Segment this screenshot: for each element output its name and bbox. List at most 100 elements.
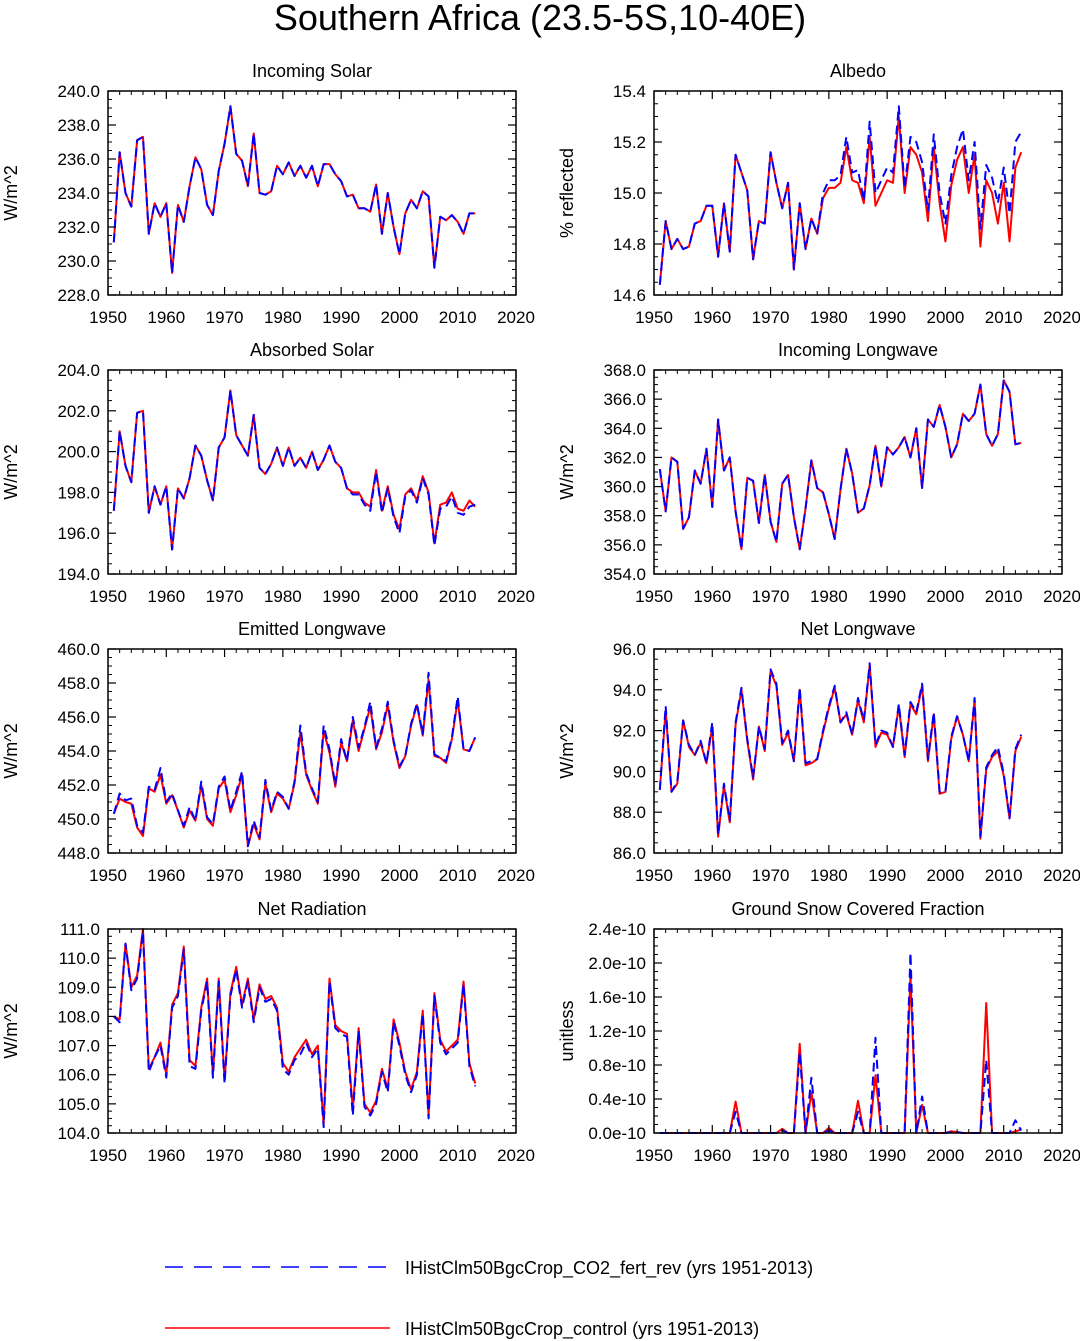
y-tick-label: 90.0 [613, 762, 646, 781]
y-tick-label: 15.2 [613, 133, 646, 152]
y-tick-label: 106.0 [57, 1066, 100, 1085]
x-tick-label: 2010 [439, 308, 477, 327]
x-tick-label: 2000 [381, 308, 419, 327]
x-tick-label: 1980 [810, 1146, 848, 1165]
y-tick-label: 109.0 [57, 978, 100, 997]
x-tick-label: 1980 [810, 866, 848, 885]
x-tick-label: 2020 [1043, 1146, 1080, 1165]
y-axis-label: W/m^2 [557, 723, 577, 778]
x-tick-label: 1960 [693, 1146, 731, 1165]
x-tick-label: 1970 [206, 308, 244, 327]
x-tick-label: 2010 [439, 866, 477, 885]
x-tick-label: 1970 [206, 866, 244, 885]
x-tick-label: 2000 [381, 587, 419, 606]
x-tick-label: 2000 [927, 866, 965, 885]
y-tick-label: 1.2e-10 [588, 1022, 646, 1041]
x-tick-label: 2010 [985, 587, 1023, 606]
x-tick-label: 1990 [322, 1146, 360, 1165]
y-axis-label: W/m^2 [1, 444, 21, 499]
legend-label-control: IHistClm50BgcCrop_control (yrs 1951-2013… [405, 1319, 759, 1340]
y-tick-label: 364.0 [603, 419, 646, 438]
x-tick-label: 1980 [810, 308, 848, 327]
x-tick-label: 1970 [752, 1146, 790, 1165]
y-tick-label: 450.0 [57, 810, 100, 829]
y-tick-label: 240.0 [57, 82, 100, 101]
y-tick-label: 228.0 [57, 286, 100, 305]
x-tick-label: 1990 [868, 587, 906, 606]
panel-title: Net Longwave [800, 619, 915, 639]
x-tick-label: 1960 [147, 1146, 185, 1165]
y-tick-label: 236.0 [57, 150, 100, 169]
y-tick-label: 356.0 [603, 536, 646, 555]
y-tick-label: 107.0 [57, 1037, 100, 1056]
y-tick-label: 202.0 [57, 402, 100, 421]
x-tick-label: 1950 [635, 308, 673, 327]
figure-title: Southern Africa (23.5-5S,10-40E) [274, 0, 806, 38]
series-line-co2-fert-rev [113, 930, 477, 1129]
x-tick-label: 1970 [752, 308, 790, 327]
x-tick-label: 1950 [635, 866, 673, 885]
y-tick-label: 198.0 [57, 483, 100, 502]
x-tick-label: 2010 [985, 1146, 1023, 1165]
x-tick-label: 2000 [381, 1146, 419, 1165]
series-line-co2-fert-rev [658, 662, 1023, 838]
panel-2: 1950 1960 1970 1980 1990 2000 2010 2020 14.6 14.8… [557, 61, 1080, 327]
x-tick-label: 1990 [868, 1146, 906, 1165]
x-tick-label: 1970 [206, 1146, 244, 1165]
x-tick-label: 1950 [89, 587, 127, 606]
x-tick-label: 1980 [264, 587, 302, 606]
panel-title: Absorbed Solar [250, 340, 374, 360]
panel-8: 1950 1960 1970 1980 1990 2000 2010 2020 0.0e-10 0… [557, 899, 1080, 1165]
y-tick-label: 232.0 [57, 218, 100, 237]
y-tick-label: 234.0 [57, 184, 100, 203]
x-tick-label: 1950 [635, 1146, 673, 1165]
x-tick-label: 2000 [927, 308, 965, 327]
panel-5: 1950 1960 1970 1980 1990 2000 2010 2020 448.0 450… [1, 619, 535, 885]
y-tick-label: 230.0 [57, 252, 100, 271]
panel-7: 1950 1960 1970 1980 1990 2000 2010 2020 104.0 105… [1, 899, 535, 1165]
y-tick-label: 86.0 [613, 844, 646, 863]
y-tick-label: 92.0 [613, 722, 646, 741]
x-tick-label: 2000 [927, 1146, 965, 1165]
y-tick-label: 360.0 [603, 478, 646, 497]
y-tick-label: 452.0 [57, 776, 100, 795]
y-tick-label: 354.0 [603, 565, 646, 584]
x-tick-label: 1960 [693, 866, 731, 885]
y-tick-label: 110.0 [59, 949, 100, 968]
y-tick-label: 196.0 [57, 524, 100, 543]
x-tick-label: 1950 [89, 1146, 127, 1165]
panel-title: Incoming Longwave [778, 340, 938, 360]
panel-title: Ground Snow Covered Fraction [731, 899, 984, 919]
panel-3: 1950 1960 1970 1980 1990 2000 2010 2020 194.0 196… [1, 340, 535, 606]
y-tick-label: 456.0 [57, 708, 100, 727]
x-tick-label: 1970 [206, 587, 244, 606]
y-tick-label: 14.8 [613, 235, 646, 254]
y-tick-label: 368.0 [603, 361, 646, 380]
x-tick-label: 1980 [810, 587, 848, 606]
x-tick-label: 1970 [752, 866, 790, 885]
y-axis-label: W/m^2 [1, 723, 21, 778]
x-tick-label: 2010 [439, 1146, 477, 1165]
x-tick-label: 1990 [322, 587, 360, 606]
y-tick-label: 108.0 [57, 1007, 100, 1026]
x-tick-label: 1970 [752, 587, 790, 606]
x-tick-label: 2020 [497, 587, 535, 606]
x-tick-label: 2020 [1043, 866, 1080, 885]
y-tick-label: 88.0 [613, 803, 646, 822]
x-tick-label: 1960 [147, 587, 185, 606]
y-tick-label: 460.0 [57, 640, 100, 659]
x-tick-label: 1980 [264, 866, 302, 885]
y-tick-label: 194.0 [57, 565, 100, 584]
x-tick-label: 1960 [693, 308, 731, 327]
y-axis-label: W/m^2 [1, 165, 21, 220]
y-tick-label: 94.0 [613, 681, 646, 700]
x-tick-label: 2010 [985, 866, 1023, 885]
x-tick-label: 2010 [439, 587, 477, 606]
y-tick-label: 15.4 [613, 82, 646, 101]
y-tick-label: 15.0 [613, 184, 646, 203]
y-tick-label: 448.0 [57, 844, 100, 863]
y-tick-label: 111.0 [60, 920, 100, 939]
x-tick-label: 1990 [868, 866, 906, 885]
